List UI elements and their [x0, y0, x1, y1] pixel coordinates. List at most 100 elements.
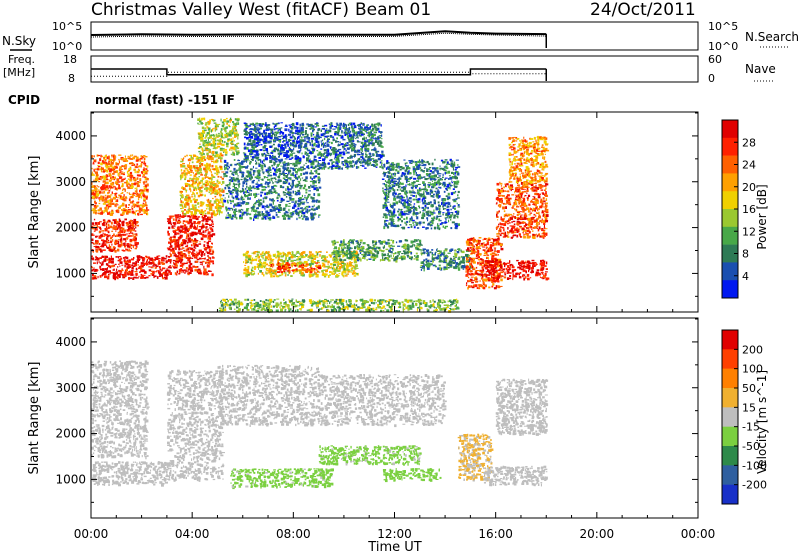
echo-cell [218, 123, 221, 125]
echo-cell [184, 205, 187, 208]
echo-cell [294, 132, 297, 134]
echo-cell [146, 256, 149, 259]
echo-cell [127, 227, 131, 230]
echo-cell [181, 253, 184, 256]
echo-cell [172, 228, 175, 230]
echo-cell [101, 176, 103, 180]
echo-cell [108, 274, 110, 278]
echo-cell [413, 226, 416, 229]
echo-cell [381, 160, 383, 162]
echo-cell [252, 123, 254, 126]
echo-cell [347, 157, 349, 159]
echo-cell [105, 186, 109, 189]
echo-cell [360, 159, 362, 161]
echo-cell [193, 243, 197, 246]
echo-cell [136, 177, 139, 180]
echo-cell [188, 257, 192, 259]
echo-cell [211, 223, 214, 225]
echo-cell [169, 220, 172, 224]
echo-cell [227, 209, 229, 211]
echo-cell [181, 186, 184, 189]
echo-cell [348, 163, 352, 165]
echo-cell [231, 214, 235, 218]
echo-cell [138, 169, 140, 171]
echo-cell [122, 275, 124, 279]
echo-cell [138, 158, 142, 160]
echo-cell [325, 128, 328, 130]
echo-cell [165, 260, 168, 264]
echo-cell [130, 176, 132, 180]
echo-cell [253, 171, 255, 175]
echo-cell [336, 131, 340, 134]
echo-cell [417, 183, 421, 185]
echo-cell [175, 273, 178, 276]
echo-cell [91, 182, 93, 185]
echo-cell [145, 262, 149, 266]
echo-cell [335, 141, 339, 143]
echo-cell [361, 152, 364, 156]
echo-cell [205, 170, 208, 174]
noise-left-tick-bottom: 10^0 [52, 40, 82, 53]
echo-cell [289, 142, 292, 145]
echo-cell [272, 122, 274, 124]
echo-cell [316, 187, 318, 189]
echo-cell [276, 207, 278, 211]
echo-cell [297, 175, 300, 179]
echo-cell [208, 163, 211, 167]
echo-cell [263, 159, 265, 162]
echo-cell [181, 210, 184, 212]
echo-cell [229, 148, 231, 151]
echo-cell [229, 164, 232, 166]
echo-cell [260, 191, 264, 194]
echo-cell [277, 152, 280, 155]
echo-cell [124, 158, 127, 161]
echo-cell [276, 197, 278, 199]
echo-cell [140, 264, 144, 268]
echo-cell [173, 238, 176, 241]
echo-cell [133, 163, 136, 166]
echo-cell [218, 182, 220, 185]
echo-cell [279, 185, 283, 188]
echo-cell [226, 162, 229, 165]
echo-cell [185, 183, 189, 186]
echo-cell [218, 139, 221, 143]
echo-cell [280, 135, 283, 137]
echo-cell [172, 259, 176, 262]
echo-cell [99, 221, 102, 223]
echo-cell [108, 185, 111, 188]
echo-cell [178, 268, 182, 272]
echo-cell [179, 260, 182, 262]
echo-cell [94, 188, 97, 192]
echo-cell [98, 258, 100, 261]
echo-cell [91, 233, 94, 236]
echo-cell [189, 187, 191, 189]
echo-cell [154, 258, 156, 261]
echo-cell [163, 262, 165, 265]
echo-cell [267, 152, 270, 155]
echo-cell [192, 172, 194, 174]
echo-cell [136, 166, 139, 168]
echo-cell [136, 184, 140, 188]
echo-cell [204, 253, 206, 256]
echo-cell [233, 211, 236, 214]
echo-cell [200, 152, 202, 155]
echo-cell [297, 150, 299, 153]
echo-cell [271, 130, 273, 132]
echo-cell [302, 179, 306, 182]
echo-cell [406, 220, 409, 223]
echo-cell [284, 146, 287, 149]
echo-cell [191, 194, 193, 196]
echo-cell [168, 271, 170, 273]
echo-cell [212, 140, 216, 143]
echo-cell [180, 268, 183, 270]
echo-cell [187, 227, 191, 231]
echo-cell [210, 253, 213, 255]
echo-cell [95, 235, 98, 237]
nave-tick-top: 60 [708, 53, 722, 66]
echo-cell [204, 217, 206, 220]
echo-cell [122, 243, 126, 245]
echo-cell [450, 227, 453, 230]
nave-series-line [91, 71, 547, 77]
echo-cell [369, 153, 372, 155]
echo-cell [116, 220, 119, 224]
